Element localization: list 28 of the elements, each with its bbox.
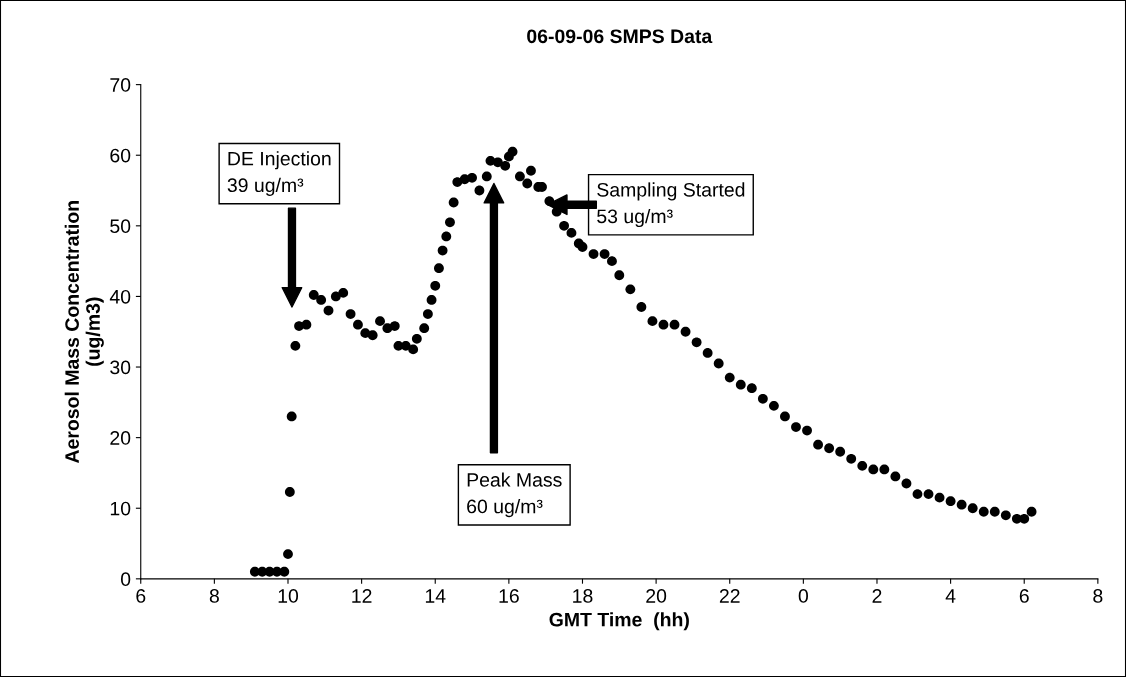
x-tick-label: 6 bbox=[136, 589, 146, 603]
x-axis-title: GMT Time (hh) bbox=[549, 612, 689, 631]
y-axis-title: Aerosol Mass Concentration (ug/m3) bbox=[64, 201, 104, 464]
x-tick-label: 4 bbox=[945, 589, 956, 603]
x-tick-label: 18 bbox=[573, 589, 593, 603]
y-tick-label: 50 bbox=[110, 219, 131, 234]
chart-title: 06-09-06 SMPS Data bbox=[527, 29, 713, 44]
y-tick-label: 60 bbox=[110, 148, 131, 163]
annotation: Peak Mass 60 ug/m³ bbox=[467, 472, 562, 518]
x-tick-label: 0 bbox=[798, 589, 808, 603]
annotation: Sampling Started 53 ug/m³ bbox=[597, 182, 745, 228]
y-tick-label: 40 bbox=[109, 289, 131, 304]
y-tick-label: 0 bbox=[120, 572, 131, 587]
x-tick-label: 6 bbox=[1019, 589, 1029, 603]
x-tick-label: 8 bbox=[209, 589, 219, 603]
annotation: DE Injection 39 ug/m³ bbox=[227, 151, 331, 196]
x-tick-label: 22 bbox=[719, 589, 740, 603]
x-tick-label: 2 bbox=[872, 589, 882, 603]
y-tick-label: 70 bbox=[110, 78, 131, 92]
x-tick-label: 20 bbox=[646, 589, 667, 603]
x-tick-label: 14 bbox=[425, 589, 446, 603]
x-tick-label: 12 bbox=[352, 589, 372, 603]
x-tick-label: 8 bbox=[1093, 589, 1103, 603]
y-tick-label: 20 bbox=[110, 431, 131, 445]
y-tick-label: 10 bbox=[110, 501, 131, 516]
x-tick-label: 16 bbox=[499, 589, 519, 603]
x-tick-label: 10 bbox=[278, 589, 299, 603]
y-tick-label: 30 bbox=[110, 360, 131, 375]
